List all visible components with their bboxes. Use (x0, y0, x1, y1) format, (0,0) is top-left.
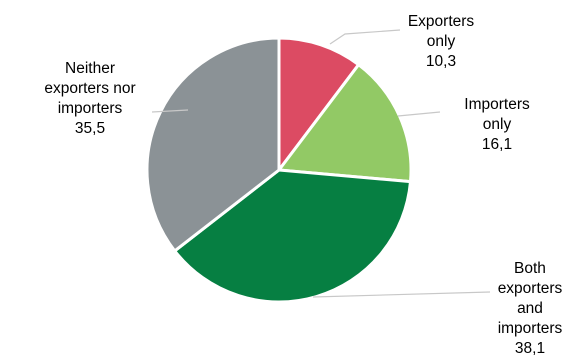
slice-value-label: 16,1 (482, 136, 512, 153)
slice-label-line: importers (58, 100, 123, 117)
slice-label-both-exporters-and-importers: Both exporters and importers 38,1 (498, 260, 563, 357)
slice-label-line: Both (514, 260, 546, 277)
pie-slice-exporters-only (277, 36, 361, 172)
slice-value-label: 10,3 (426, 53, 456, 70)
slice-label-line: Neither (65, 60, 115, 77)
slice-label-line: Exporters (408, 13, 475, 30)
slice-value-label: 38,1 (515, 340, 545, 357)
slices-layer (145, 36, 413, 304)
labels-layer: Exporters only 10,3 Importers only 16,1 Both ex… (44, 13, 562, 357)
slice-label-line: exporters (498, 280, 563, 297)
slice-label-line: only (427, 33, 456, 50)
slice-label-line: Importers (464, 96, 530, 113)
slice-label-line: and (517, 300, 543, 317)
slice-label-line: importers (498, 320, 563, 337)
slice-label-line: exporters nor (44, 80, 135, 97)
leader-line-importers-only (397, 111, 441, 117)
slice-label-exporters-only: Exporters only 10,3 (408, 13, 475, 70)
slice-value-label: 35,5 (75, 120, 105, 137)
leader-line-both-exporters-and-importers (312, 291, 491, 298)
slice-label-line: only (483, 116, 512, 133)
leader-lines-layer (151, 29, 491, 298)
leader-line-exporters-only (329, 29, 401, 45)
slice-label-neither-exporters-nor-importers: Neither exporters nor importers 35,5 (44, 60, 135, 137)
leader-line-neither-exporters-nor-importers (151, 109, 189, 113)
slice-label-importers-only: Importers only 16,1 (464, 96, 530, 153)
